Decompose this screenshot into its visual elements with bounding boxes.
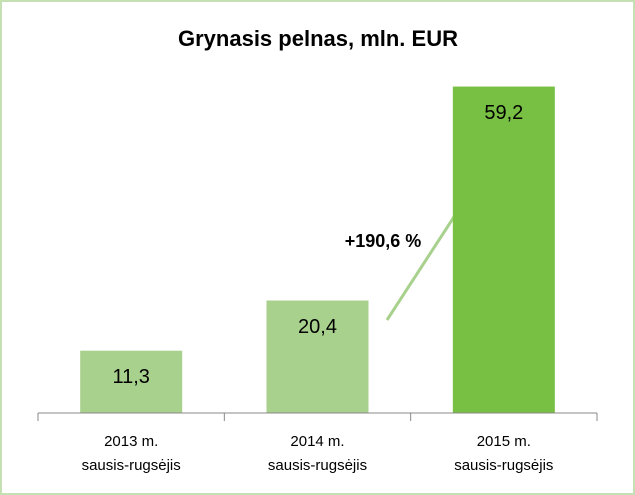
x-tick-label-line: sausis-rugsėjis: [454, 457, 553, 474]
chart-title: Grynasis pelnas, mln. EUR: [178, 26, 458, 51]
x-tick-label: 2015 m. sausis-rugsėjis: [454, 433, 553, 474]
x-tick-label: 2014 m. sausis-rugsėjis: [268, 433, 367, 474]
x-tick-label-line: 2015 m.: [477, 433, 531, 450]
x-tick-label-line: 2013 m.: [104, 433, 158, 450]
value-label: 59,2: [484, 102, 523, 124]
x-tick-label: 2013 m. sausis-rugsėjis: [82, 433, 181, 474]
bar: [80, 350, 183, 413]
annotation: +190,6 %: [345, 231, 422, 251]
x-tick-label-line: 2014 m.: [290, 433, 344, 450]
bar: [452, 86, 555, 413]
growth-arrow: [385, 203, 463, 321]
value-label: 11,3: [112, 366, 149, 388]
x-tick-label-line: sausis-rugsėjis: [268, 457, 367, 474]
value-label: 20,4: [298, 316, 337, 338]
x-tick-label-line: sausis-rugsėjis: [82, 457, 181, 474]
bar: [266, 300, 369, 413]
